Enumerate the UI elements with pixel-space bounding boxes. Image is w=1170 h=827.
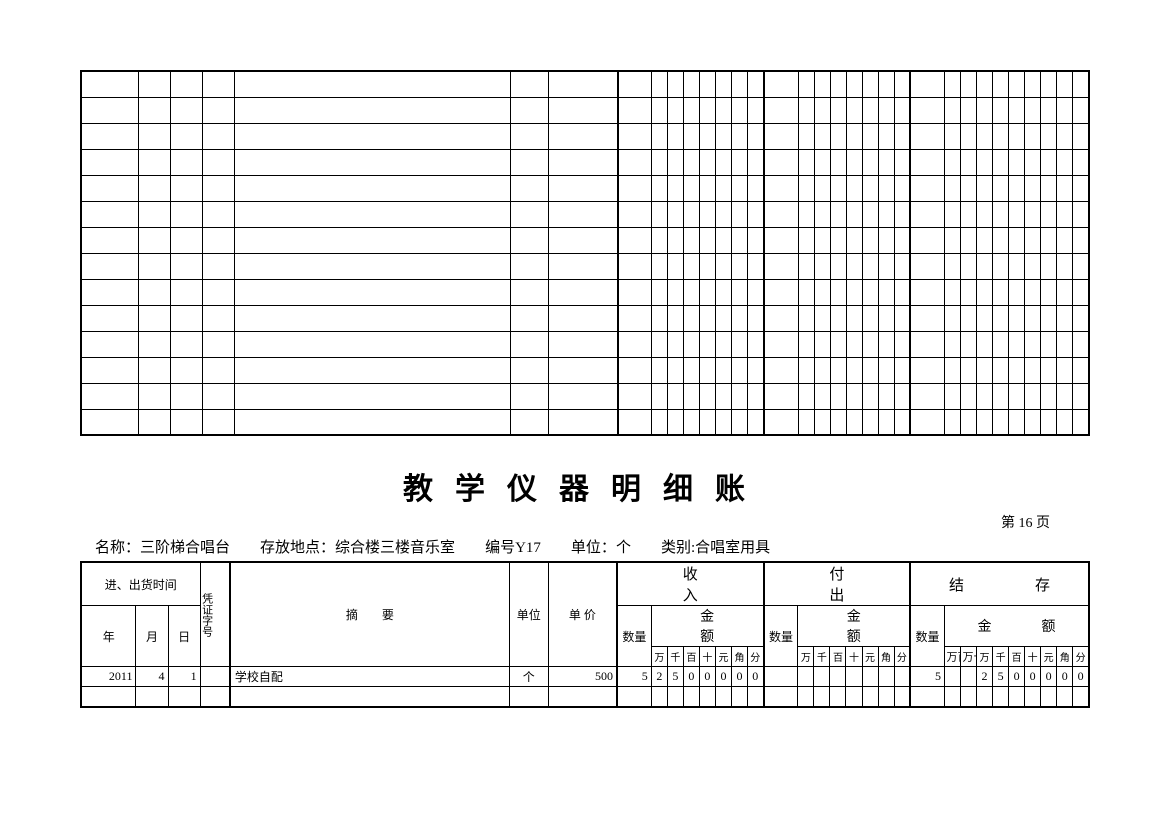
ledger-table: 进、出货时间凭证字号摘 要单位单 价收 入付 出结 存年月日数量金 额数量金 额… [80,561,1090,708]
col-outgoing-amount: 金 额 [798,606,910,647]
col-balance: 结 存 [910,562,1089,606]
meta-serial: 编号Y17 [485,536,541,557]
page-number: 第 16 页 [80,512,1090,532]
col-outgoing: 付 出 [764,562,911,606]
table-row: 201141学校自配个5005250000052500000 [81,667,1089,687]
doc-title: 教学仪器明细账 [80,464,1090,508]
col-balance-qty: 数量 [910,606,944,667]
col-price: 单 价 [548,562,617,667]
meta-row: 名称：三阶梯合唱台 存放地点：综合楼三楼音乐室 编号Y17 单位：个 类别:合唱… [80,536,1090,561]
col-year: 年 [81,606,136,667]
col-day: 日 [168,606,200,667]
table-row [81,687,1089,707]
col-income: 收 入 [617,562,764,606]
page: 教学仪器明细账 第 16 页 名称：三阶梯合唱台 存放地点：综合楼三楼音乐室 编… [0,0,1170,708]
col-month: 月 [136,606,168,667]
meta-category: 类别:合唱室用具 [661,536,770,557]
meta-name: 名称：三阶梯合唱台 [95,536,230,557]
meta-location: 存放地点：综合楼三楼音乐室 [260,536,455,557]
col-income-qty: 数量 [617,606,651,667]
col-outgoing-qty: 数量 [764,606,798,667]
upper-blank-grid [80,70,1090,436]
col-balance-amount: 金 额 [944,606,1089,647]
col-unit: 单位 [509,562,548,667]
col-voucher: 凭证字号 [200,562,230,667]
col-summary: 摘 要 [230,562,509,667]
col-income-amount: 金 额 [651,606,763,647]
meta-unit: 单位：个 [571,536,631,557]
col-time-group: 进、出货时间 [81,562,200,606]
